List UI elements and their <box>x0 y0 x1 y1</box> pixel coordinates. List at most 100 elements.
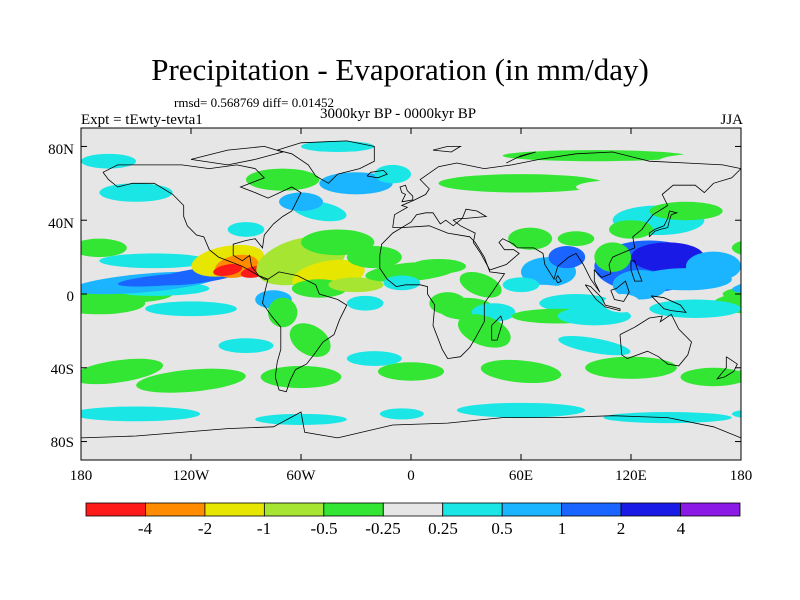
colorbar-swatch <box>561 502 622 517</box>
season-label: JJA <box>720 112 743 128</box>
xtick-label: 0 <box>407 468 415 484</box>
ytick-label: 80N <box>48 142 74 158</box>
anomaly-region <box>346 295 384 311</box>
coastline <box>555 274 562 284</box>
anomaly-region <box>81 358 164 385</box>
anomaly-region <box>260 365 342 389</box>
colorbar-label: -0.25 <box>365 519 401 538</box>
anomaly-region <box>81 238 127 258</box>
stats-text: rmsd= 0.568769 diff= 0.01452 <box>174 95 334 110</box>
coastline <box>379 225 506 360</box>
anomaly-region <box>268 297 298 328</box>
anomaly-region <box>328 277 384 293</box>
anomaly-region <box>508 227 553 250</box>
anomaly-region <box>411 258 466 274</box>
ytick-label: 0 <box>66 289 75 305</box>
map-title: Precipitation - Evaporation (in mm/day) <box>151 52 649 87</box>
anomaly-region <box>81 371 87 383</box>
anomaly-region <box>145 301 237 317</box>
anomaly-region <box>548 246 586 269</box>
colorbar-swatch <box>442 502 503 517</box>
colorbar-swatch <box>145 502 206 517</box>
colorbar-label: 2 <box>616 519 626 538</box>
anomaly-region <box>680 367 741 387</box>
anomaly-region <box>379 408 424 420</box>
anomaly-region <box>609 220 653 239</box>
anomaly-region <box>289 323 331 357</box>
coastline <box>81 411 741 439</box>
experiment-label: Expt = tEwty-tevta1 <box>81 112 203 128</box>
anomaly-region <box>585 356 677 379</box>
colorbar-label: 0.5 <box>491 519 513 538</box>
coastline <box>262 271 348 393</box>
anomaly-region <box>558 335 631 356</box>
colorbar-swatch <box>382 502 444 517</box>
anomaly-region <box>374 164 411 184</box>
colorbar-swatch <box>204 502 265 517</box>
anomaly-region <box>301 140 375 152</box>
colorbar-swatch <box>85 502 146 517</box>
anomaly-region <box>731 410 741 418</box>
coastline <box>619 313 692 367</box>
colorbar-swatch <box>680 502 741 517</box>
colorbar-label: -4 <box>137 519 153 538</box>
coastline <box>399 184 414 203</box>
colorbar-label: -2 <box>197 519 213 538</box>
anomaly-region <box>346 351 402 366</box>
anomaly-region <box>686 251 741 282</box>
colorbar <box>85 502 741 517</box>
anomaly-region <box>502 150 686 162</box>
anomaly-region <box>456 402 586 418</box>
xtick-label: 60W <box>286 468 316 484</box>
anomaly-region <box>576 179 686 195</box>
anomaly-region <box>255 413 347 425</box>
anomaly-region <box>81 153 136 169</box>
coastline <box>716 356 738 380</box>
anomaly-region <box>557 306 631 326</box>
xtick-label: 180 <box>69 468 93 484</box>
colorbar-swatch <box>263 502 325 517</box>
anomaly-region <box>319 172 393 195</box>
coastline <box>650 295 687 313</box>
anomaly-region <box>227 222 265 237</box>
colorbar-label: 4 <box>676 519 686 538</box>
anomaly-region <box>480 359 562 384</box>
anomaly-region <box>279 192 323 211</box>
anomaly-region <box>136 368 246 393</box>
coastline <box>277 140 375 184</box>
xtick-label: 120W <box>172 468 210 484</box>
ytick-label: 40S <box>50 362 74 378</box>
anomaly-region <box>438 174 604 193</box>
anomaly-region <box>26 252 81 282</box>
anomaly-region <box>732 271 741 295</box>
xtick-label: 60E <box>508 468 534 484</box>
anomaly-field-layer <box>26 140 796 425</box>
anomaly-region <box>649 201 723 221</box>
anomaly-region <box>631 242 705 272</box>
coastline <box>491 315 504 341</box>
colorbar-label: 1 <box>557 519 567 538</box>
anomaly-region <box>378 362 444 381</box>
anomaly-region <box>459 271 502 298</box>
anomaly-region <box>557 231 595 247</box>
anomaly-region <box>218 338 274 354</box>
anomaly-region <box>81 406 201 422</box>
anomaly-region <box>301 229 375 256</box>
anomaly-region <box>145 340 237 359</box>
anomaly-region <box>99 253 210 269</box>
coastline <box>392 151 741 293</box>
anomaly-region <box>649 299 741 318</box>
colorbar-swatch <box>501 502 563 517</box>
coastline <box>648 210 679 238</box>
anomaly-region <box>741 154 796 169</box>
ytick-label: 80S <box>50 435 74 451</box>
anomaly-region <box>213 264 243 277</box>
coastline <box>506 151 536 164</box>
coastline-layer <box>81 140 741 439</box>
coastline <box>432 145 462 153</box>
coastline <box>584 284 621 312</box>
coastline <box>610 280 630 302</box>
coastline <box>102 164 302 280</box>
anomaly-region <box>731 241 741 255</box>
